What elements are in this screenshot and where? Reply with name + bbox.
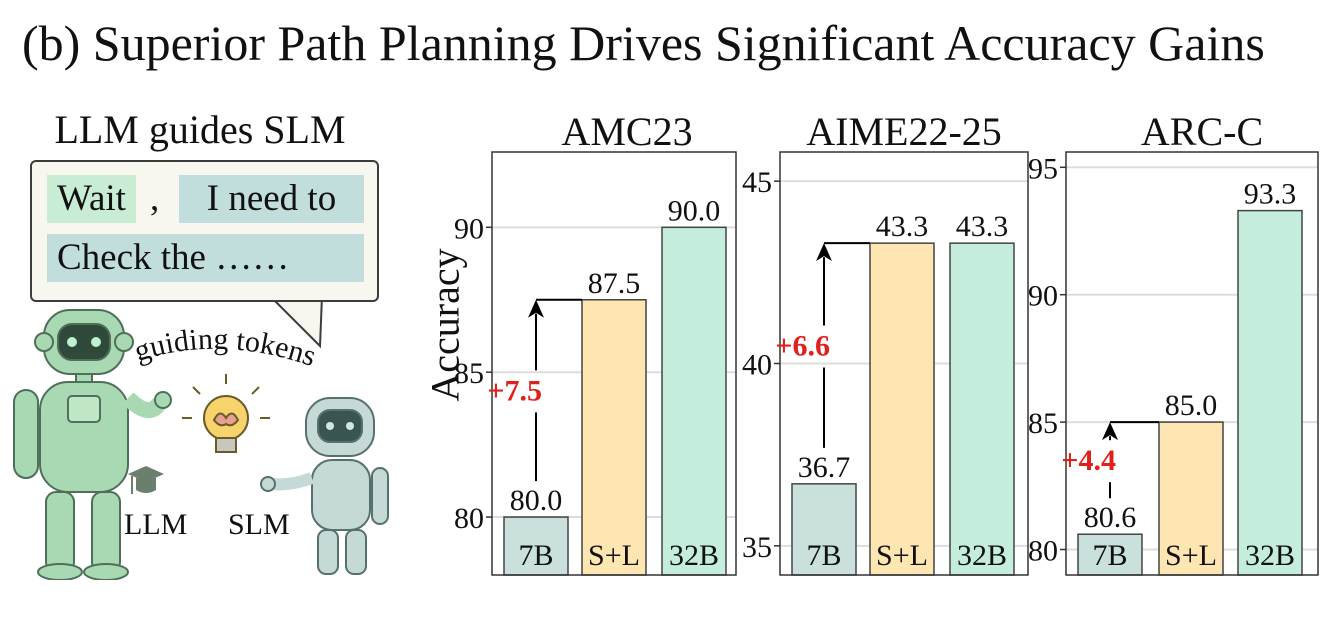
llm-label: LLM	[124, 508, 188, 541]
chart-plot: 80 85 90 95 80.6 7B 85.0 S+L 93.3 32B +4.4	[1028, 151, 1319, 576]
y-tick-label: 40	[742, 349, 772, 382]
y-tick-label: 45	[742, 166, 772, 199]
chart-title: AMC23	[561, 109, 693, 154]
y-tick-label: 80	[454, 502, 484, 535]
bar	[791, 483, 857, 576]
graduation-cap-icon	[128, 466, 164, 494]
bar-category-label: S+L	[876, 539, 928, 572]
bar-value-label: 93.3	[1244, 178, 1297, 211]
y-tick-label: 90	[454, 212, 484, 245]
bar	[581, 299, 647, 576]
panel-title: LLM guides SLM	[54, 107, 346, 152]
bar	[661, 226, 727, 576]
chart-title: AIME22-25	[806, 109, 1002, 154]
plot-frame	[491, 151, 737, 576]
speech-bubble: Wait , I need to Check the ……	[30, 160, 379, 302]
bar-category-label: S+L	[588, 539, 640, 572]
y-tick-label: 85	[1028, 407, 1058, 440]
chart-plot: 35 40 45 36.7 7B 43.3 S+L 43.3 32B +6.6	[742, 151, 1029, 576]
plot-frame	[1065, 151, 1319, 576]
token-check-the: Check the ……	[47, 234, 364, 282]
bar	[949, 242, 1015, 576]
bar-category-label: 32B	[957, 539, 1007, 572]
token-separator: ,	[150, 178, 160, 219]
llm-guides-slm-illustration: guiding tokens LLM guides SLM Wait , I n…	[0, 100, 420, 580]
slm-robot-icon	[260, 397, 389, 575]
lightbulb-icon	[182, 374, 270, 453]
bar-value-label: 90.0	[668, 194, 721, 227]
chart-plot: 80 85 90 80.0 7B 87.5 S+L 90.0 32B +7.5	[454, 151, 737, 576]
gain-label: +4.4	[1061, 444, 1116, 477]
chart-aime22-25: AIME22-25 35 40 45 36.7 7B 43.3 S+L 43.3 32B +6.6	[728, 100, 1029, 576]
y-tick-label: 90	[1028, 280, 1058, 313]
chart-amc23: AMC23 80 85 90 80.0 7B 87.5 S+L 90.0 32B +7.5	[440, 100, 740, 576]
bar	[503, 516, 569, 576]
bar-value-label: 36.7	[798, 451, 851, 484]
token-wait: Wait	[47, 175, 136, 223]
gain-label: +7.5	[487, 374, 542, 407]
gain-arrowhead	[816, 243, 832, 262]
bar-value-label: 80.6	[1084, 501, 1137, 534]
bar-value-label: 43.3	[876, 210, 929, 243]
bar-category-label: 32B	[1245, 539, 1295, 572]
gain-label: +6.6	[775, 330, 830, 363]
illustration-graphics: guiding tokens	[13, 290, 389, 580]
chart-arc-c: ARC-C 80 85 90 95 80.6 7B 85.0 S+L 93.3 32B +4.4	[1012, 100, 1322, 576]
y-tick-label: 80	[1028, 535, 1058, 568]
y-tick-label: 35	[742, 531, 772, 564]
bar-category-label: S+L	[1165, 539, 1217, 572]
bar-value-label: 80.0	[510, 484, 563, 517]
bar-category-label: 7B	[518, 539, 553, 572]
bar-category-label: 7B	[806, 539, 841, 572]
y-tick-label: 85	[454, 357, 484, 390]
bar	[1237, 209, 1303, 576]
token-i-need-to: I need to	[179, 175, 364, 223]
llm-robot-icon	[13, 309, 172, 580]
chart-title: ARC-C	[1140, 109, 1264, 154]
figure-title: (b) Superior Path Planning Drives Signif…	[22, 15, 1265, 71]
bar-category-label: 7B	[1092, 539, 1127, 572]
y-tick-label: 95	[1028, 152, 1058, 185]
guiding-tokens-label: guiding tokens	[130, 323, 320, 373]
plot-frame	[779, 151, 1029, 576]
bar-value-label: 85.0	[1165, 389, 1218, 422]
bar	[869, 242, 935, 576]
bar-value-label: 43.3	[956, 210, 1009, 243]
gain-arrowhead	[1102, 422, 1118, 441]
bar-category-label: 32B	[669, 539, 719, 572]
slm-label: SLM	[228, 508, 290, 541]
bar	[1077, 533, 1143, 576]
gain-arrowhead	[528, 299, 544, 318]
bar-value-label: 87.5	[588, 267, 641, 300]
